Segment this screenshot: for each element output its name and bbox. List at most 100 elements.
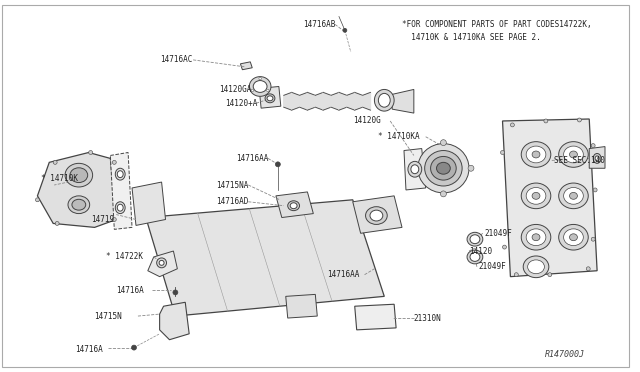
Polygon shape bbox=[355, 304, 396, 330]
Polygon shape bbox=[38, 153, 116, 227]
Ellipse shape bbox=[117, 204, 123, 211]
Ellipse shape bbox=[436, 162, 451, 174]
Ellipse shape bbox=[591, 144, 595, 148]
Polygon shape bbox=[148, 251, 177, 277]
Ellipse shape bbox=[532, 234, 540, 241]
Ellipse shape bbox=[591, 237, 595, 241]
Polygon shape bbox=[159, 302, 189, 340]
Polygon shape bbox=[259, 86, 281, 108]
Polygon shape bbox=[292, 92, 300, 110]
Text: R147000J: R147000J bbox=[545, 350, 586, 359]
Text: 14716A: 14716A bbox=[116, 286, 144, 295]
Polygon shape bbox=[110, 153, 132, 230]
Polygon shape bbox=[502, 119, 597, 277]
Polygon shape bbox=[276, 192, 314, 218]
Ellipse shape bbox=[440, 140, 446, 145]
Ellipse shape bbox=[586, 267, 590, 271]
Text: 14716AC: 14716AC bbox=[160, 55, 192, 64]
Text: * 14710KA: * 14710KA bbox=[378, 132, 420, 141]
Text: 21049F: 21049F bbox=[484, 229, 513, 238]
Text: * 14722K: * 14722K bbox=[106, 253, 143, 262]
Ellipse shape bbox=[470, 253, 480, 262]
Ellipse shape bbox=[267, 89, 269, 92]
Text: 14715N: 14715N bbox=[95, 312, 122, 321]
Ellipse shape bbox=[577, 118, 581, 122]
Text: 14120G: 14120G bbox=[353, 116, 381, 125]
Ellipse shape bbox=[157, 258, 166, 268]
Polygon shape bbox=[146, 200, 384, 316]
Text: * 14710K: * 14710K bbox=[42, 174, 78, 183]
Polygon shape bbox=[363, 92, 371, 110]
Ellipse shape bbox=[115, 202, 125, 214]
Ellipse shape bbox=[564, 187, 583, 204]
Polygon shape bbox=[323, 92, 331, 110]
Polygon shape bbox=[331, 92, 339, 110]
Ellipse shape bbox=[113, 218, 116, 221]
Polygon shape bbox=[589, 147, 605, 168]
Ellipse shape bbox=[65, 163, 93, 187]
Ellipse shape bbox=[53, 160, 57, 164]
Ellipse shape bbox=[559, 224, 588, 250]
Ellipse shape bbox=[564, 229, 583, 246]
Ellipse shape bbox=[511, 123, 515, 127]
Ellipse shape bbox=[524, 256, 549, 278]
Ellipse shape bbox=[365, 207, 387, 224]
Ellipse shape bbox=[70, 168, 88, 183]
Polygon shape bbox=[307, 92, 316, 110]
Ellipse shape bbox=[425, 151, 462, 186]
Text: 14120GA: 14120GA bbox=[219, 85, 251, 94]
Ellipse shape bbox=[35, 198, 40, 202]
Text: 14715NA: 14715NA bbox=[216, 180, 248, 189]
Ellipse shape bbox=[250, 77, 271, 96]
Text: 14716AA: 14716AA bbox=[327, 270, 360, 279]
Text: 14719: 14719 bbox=[91, 215, 114, 224]
Ellipse shape bbox=[526, 187, 546, 204]
Polygon shape bbox=[353, 196, 402, 233]
Polygon shape bbox=[404, 148, 426, 190]
Ellipse shape bbox=[113, 160, 116, 164]
Ellipse shape bbox=[526, 229, 546, 246]
Ellipse shape bbox=[374, 89, 394, 111]
Text: 14716AA: 14716AA bbox=[236, 154, 268, 163]
Ellipse shape bbox=[173, 290, 178, 295]
Ellipse shape bbox=[470, 235, 480, 244]
Ellipse shape bbox=[532, 151, 540, 158]
Ellipse shape bbox=[290, 203, 297, 209]
Ellipse shape bbox=[411, 165, 419, 174]
Ellipse shape bbox=[259, 77, 261, 80]
Ellipse shape bbox=[265, 94, 275, 103]
Ellipse shape bbox=[527, 260, 545, 274]
Text: 21310N: 21310N bbox=[414, 314, 442, 323]
Ellipse shape bbox=[55, 221, 59, 225]
Ellipse shape bbox=[559, 142, 588, 167]
Ellipse shape bbox=[526, 146, 546, 163]
Ellipse shape bbox=[378, 93, 390, 107]
Ellipse shape bbox=[418, 144, 469, 193]
Ellipse shape bbox=[275, 162, 280, 167]
Polygon shape bbox=[355, 92, 363, 110]
Ellipse shape bbox=[253, 81, 267, 92]
Ellipse shape bbox=[532, 192, 540, 199]
Ellipse shape bbox=[89, 151, 93, 154]
Ellipse shape bbox=[468, 165, 474, 171]
Ellipse shape bbox=[117, 171, 123, 177]
Polygon shape bbox=[347, 92, 355, 110]
Ellipse shape bbox=[343, 28, 347, 32]
Ellipse shape bbox=[515, 273, 518, 277]
Text: *FOR COMPONENT PARTS OF PART CODES14722K,
  14710K & 14710KA SEE PAGE 2.: *FOR COMPONENT PARTS OF PART CODES14722K… bbox=[402, 20, 591, 42]
Text: 14716AD: 14716AD bbox=[216, 197, 248, 206]
Ellipse shape bbox=[467, 250, 483, 264]
Ellipse shape bbox=[431, 157, 456, 180]
Polygon shape bbox=[339, 92, 347, 110]
Ellipse shape bbox=[500, 151, 504, 154]
Ellipse shape bbox=[132, 345, 136, 350]
Ellipse shape bbox=[521, 183, 551, 209]
Ellipse shape bbox=[68, 196, 90, 214]
Ellipse shape bbox=[288, 201, 300, 211]
Ellipse shape bbox=[252, 89, 253, 92]
Ellipse shape bbox=[548, 273, 552, 277]
Ellipse shape bbox=[570, 151, 577, 158]
Ellipse shape bbox=[467, 232, 483, 246]
Ellipse shape bbox=[72, 199, 86, 210]
Ellipse shape bbox=[570, 234, 577, 241]
